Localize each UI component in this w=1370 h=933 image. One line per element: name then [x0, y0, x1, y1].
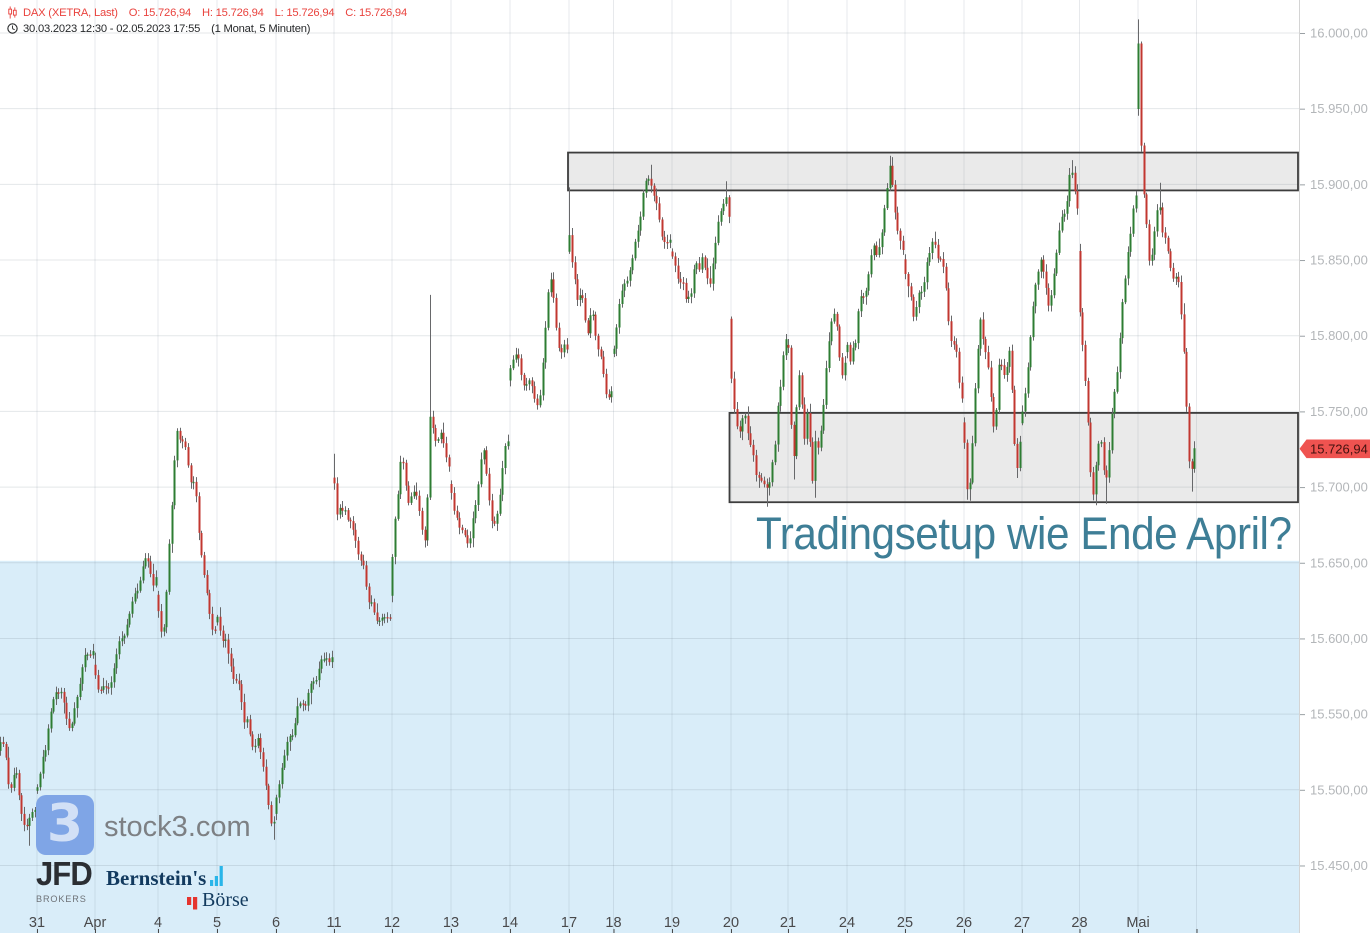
stock3-wordmark: stock3.com — [104, 811, 251, 843]
y-axis-label: 15.700,00 — [1310, 480, 1368, 495]
interval-label: (1 Monat, 5 Minuten) — [211, 22, 311, 35]
instrument-line[interactable]: DAX (XETRA, Last) O: 15.726,94 H: 15.726… — [7, 5, 415, 20]
x-axis-label: 20 — [723, 915, 739, 931]
jfd-sub-label: BROKERS — [36, 894, 87, 906]
resistance-box[interactable] — [567, 151, 1299, 192]
candlestick-icon — [8, 6, 17, 19]
y-axis-label: 15.900,00 — [1310, 177, 1368, 192]
x-axis-label: 13 — [443, 915, 459, 931]
ohlc-high: H: 15.726,94 — [201, 6, 264, 19]
y-axis-label: 15.550,00 — [1310, 707, 1368, 722]
x-axis: 31 Apr 4 5 6 11 12 13 14 17 18 19 20 21 24 25 26 27 28 Mai — [29, 915, 1198, 933]
boerse-bars-icon — [187, 897, 198, 910]
jfd-logo: JFD BROKERS — [36, 855, 156, 906]
y-axis-label: 16.000,00 — [1310, 26, 1368, 41]
bernstein-wordmark: Bernstein's — [106, 866, 207, 890]
x-axis-label: 6 — [272, 915, 280, 931]
y-axis-label: 15.750,00 — [1310, 404, 1368, 419]
last-price-label: 15.726,94 — [1310, 441, 1368, 456]
x-axis-label: 17 — [561, 915, 577, 931]
y-axis-label: 15.800,00 — [1310, 328, 1368, 343]
bernstein-boerse-logo: Bernstein's Börse — [106, 866, 249, 910]
x-axis-label: 28 — [1071, 915, 1087, 931]
bar-chart-icon — [210, 866, 224, 886]
y-axis: 16.000,00 15.950,00 15.900,00 15.850,00 15.8… — [1300, 26, 1368, 873]
ohlc-close: C: 15.726,94 — [345, 6, 407, 19]
x-axis-label: 19 — [664, 915, 680, 931]
x-axis-label: 25 — [897, 915, 913, 931]
x-axis-label: 24 — [839, 915, 855, 931]
x-axis-label: 12 — [384, 915, 400, 931]
x-axis-label: Apr — [84, 915, 107, 931]
x-axis-label: 14 — [502, 915, 518, 931]
y-axis-label: 15.600,00 — [1310, 631, 1368, 646]
stock3-logo[interactable]: 3 — [36, 795, 94, 855]
last-price-marker — [1299, 439, 1370, 459]
stock3-logo-glyph: 3 — [46, 793, 84, 854]
gridlines — [0, 0, 1299, 933]
range-line: 30.03.2023 12:30 - 02.05.2023 17:55 (1 M… — [7, 21, 415, 36]
x-axis-label: 31 — [29, 915, 45, 931]
x-axis-label: 18 — [605, 915, 621, 931]
clock-icon — [7, 23, 18, 34]
y-axis-label: 15.850,00 — [1310, 253, 1368, 268]
chart-annotation-title: Tradingsetup wie Ende April? — [756, 508, 1292, 559]
chart-header: DAX (XETRA, Last) O: 15.726,94 H: 15.726… — [7, 5, 415, 37]
jfd-wordmark: JFD — [36, 855, 93, 892]
instrument-symbol: DAX (XETRA, Last) — [23, 6, 118, 19]
x-axis-label: 5 — [213, 915, 221, 931]
x-axis-label: 26 — [956, 915, 972, 931]
y-axis-label: 15.950,00 — [1310, 101, 1368, 116]
x-axis-label: 27 — [1014, 915, 1030, 931]
x-axis-label: 21 — [780, 915, 796, 931]
x-axis-label: Mai — [1126, 915, 1149, 931]
y-axis-label: 15.450,00 — [1310, 858, 1368, 873]
ohlc-low: L: 15.726,94 — [274, 6, 335, 19]
session-shading-zone — [0, 560, 1299, 933]
x-axis-label: 11 — [326, 915, 341, 931]
x-axis-label: 4 — [154, 915, 162, 931]
y-axis-label: 15.650,00 — [1310, 555, 1368, 570]
date-range: 30.03.2023 12:30 - 02.05.2023 17:55 — [23, 22, 201, 35]
ohlc-open: O: 15.726,94 — [128, 6, 192, 19]
y-axis-label: 15.500,00 — [1310, 782, 1368, 797]
boerse-wordmark: Börse — [202, 889, 249, 911]
